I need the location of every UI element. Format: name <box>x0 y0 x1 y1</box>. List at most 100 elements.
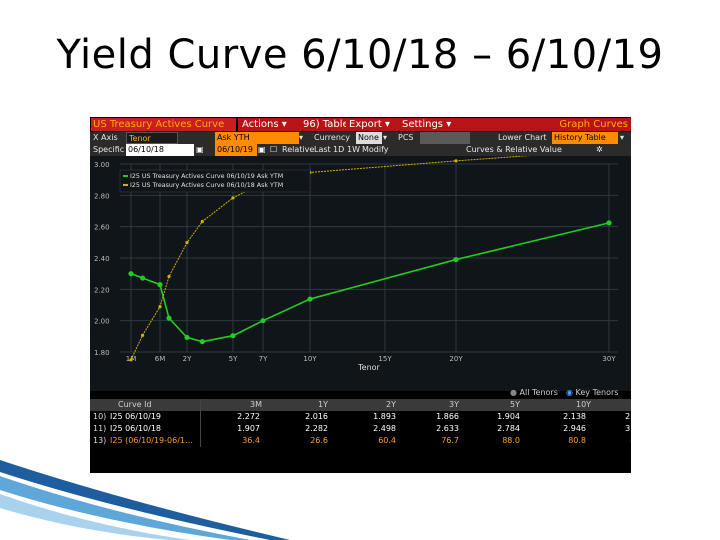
row-curve-id: I25 06/10/19 <box>110 412 162 421</box>
y-axis-arrow[interactable]: ▾ <box>299 133 304 142</box>
row-value: 88.0 <box>502 436 520 445</box>
currency-select[interactable]: None <box>356 132 382 144</box>
calendar2-icon[interactable]: ▣ <box>258 145 266 154</box>
data-point <box>140 275 146 281</box>
data-point <box>230 333 236 339</box>
row-value: 2.624 <box>625 412 631 421</box>
row-value: 2.138 <box>563 412 586 421</box>
row-value: 2.282 <box>305 424 328 433</box>
x-axis-select[interactable]: Tenor <box>126 132 178 144</box>
data-point <box>166 315 172 321</box>
lower-chart-arrow[interactable]: ▾ <box>620 133 625 142</box>
row-value: 1.907 <box>237 424 260 433</box>
actions-menu[interactable]: Actions ▾ <box>238 118 300 131</box>
data-point <box>199 339 205 345</box>
data-point <box>129 358 133 362</box>
pcs-label: PCS <box>398 133 414 142</box>
currency-arrow[interactable]: ▾ <box>383 133 388 142</box>
data-point <box>167 274 171 279</box>
curve-title: US Treasury Actives Curve <box>91 118 236 131</box>
date-controls-row: Specific 06/10/18 ▣ 06/10/19 ▣ ☐ Relativ… <box>90 144 631 156</box>
table-row[interactable]: 13) I25 (06/10/19-06/1… 36.4 26.6 60.4 76.7 88… <box>90 435 631 447</box>
column-header[interactable]: 3Y <box>449 400 459 409</box>
period-1w[interactable]: 1W <box>347 145 360 154</box>
row-value: 80.8 <box>568 436 586 445</box>
data-point <box>606 220 612 226</box>
date2-input[interactable]: 06/10/19 <box>215 144 257 156</box>
date1-input[interactable]: 06/10/18 <box>126 144 194 156</box>
modify-button[interactable]: Modify <box>362 145 389 154</box>
x-tick-label: 10Y <box>303 355 317 363</box>
lower-chart-select[interactable]: History Table <box>552 132 618 144</box>
export-menu[interactable]: Export ▾ <box>346 118 399 131</box>
row-value: 2.498 <box>373 424 396 433</box>
y-tick-label: 2.80 <box>94 192 110 200</box>
column-header[interactable]: 5Y <box>510 400 520 409</box>
data-point <box>128 271 134 277</box>
table-row[interactable]: 10) I25 06/10/19 2.272 2.016 1.893 1.866 1.904… <box>90 411 631 423</box>
table-menu[interactable]: 96) Table <box>300 118 349 131</box>
column-header[interactable]: 1Y <box>318 400 328 409</box>
data-point <box>157 282 163 288</box>
data-point <box>454 159 458 163</box>
data-point <box>200 219 204 224</box>
x-tick-label: 30Y <box>602 355 616 363</box>
row-value: 46.5 <box>608 435 631 447</box>
currency-label: Currency <box>314 133 351 142</box>
column-header[interactable]: 3M <box>250 400 262 409</box>
row-value: 1.904 <box>497 412 520 421</box>
slide-title: Yield Curve 6/10/18 – 6/10/19 <box>56 32 664 78</box>
gear-icon[interactable]: ✲ <box>596 145 603 154</box>
key-tenors-option[interactable]: ◉ Key Tenors <box>566 388 619 397</box>
row-value: 2.272 <box>237 412 260 421</box>
row-value: 60.4 <box>378 436 396 445</box>
data-point <box>158 304 162 309</box>
row-value: 36.4 <box>242 436 260 445</box>
row-curve-id: I25 06/10/18 <box>110 424 162 433</box>
y-tick-label: 3.00 <box>94 161 110 169</box>
pcs-input[interactable] <box>420 132 470 144</box>
period-last[interactable]: Last <box>314 145 331 154</box>
y-tick-label: 2.60 <box>94 224 110 232</box>
all-tenors-option[interactable]: ● All Tenors <box>510 388 558 397</box>
toolbar-filler <box>462 118 542 131</box>
x-axis-label: X Axis <box>93 133 118 142</box>
bloomberg-terminal: US Treasury Actives Curve Actions ▾ 96) … <box>90 117 631 473</box>
data-point <box>453 256 459 263</box>
y-tick-label: 2.00 <box>94 318 110 326</box>
legend-entry: I25 US Treasury Actives Curve 06/10/19 A… <box>130 173 283 180</box>
data-point <box>231 196 235 200</box>
table-divider <box>200 399 201 447</box>
calendar-icon[interactable]: ▣ <box>196 145 204 154</box>
y-axis-select[interactable]: Ask YTH <box>215 132 299 144</box>
graph-curves-label: Graph Curves <box>542 118 631 131</box>
row-value: 1.866 <box>436 412 459 421</box>
row-curve-id: I25 (06/10/19-06/1… <box>110 436 193 445</box>
specific-label: Specific <box>93 145 125 154</box>
x-tick-label: 20Y <box>449 355 463 363</box>
column-header[interactable]: 10Y <box>576 400 592 409</box>
row-index: 10) <box>93 412 107 421</box>
x-tick-label: 6M <box>155 355 166 363</box>
row-value: 1.893 <box>373 412 396 421</box>
y-tick-label: 1.80 <box>94 349 110 357</box>
data-point <box>184 334 190 341</box>
table-row[interactable]: 11) I25 06/10/18 1.907 2.282 2.498 2.633 2.784… <box>90 423 631 435</box>
row-value: 2.784 <box>497 424 520 433</box>
row-value: 3.090 <box>625 424 631 433</box>
row-value: 76.7 <box>441 436 459 445</box>
y-tick-label: 2.40 <box>94 255 110 263</box>
yield-curve-chart: 1.802.002.202.402.602.803.001M6M2Y5Y7Y10… <box>90 156 631 391</box>
column-header[interactable]: 2Y <box>386 400 396 409</box>
period-1d[interactable]: 1D <box>333 145 345 154</box>
data-point <box>307 296 313 302</box>
curves-relative-value[interactable]: Curves & Relative Value <box>466 145 562 154</box>
row-value: 26.6 <box>310 436 328 445</box>
relative-checkbox[interactable]: ☐ <box>270 145 278 154</box>
row-index: 13) <box>93 436 107 445</box>
settings-menu[interactable]: Settings ▾ <box>399 118 462 131</box>
column-header[interactable]: Curve Id <box>118 400 152 409</box>
table-header: Curve Id3M1Y2Y3Y5Y10Y30Y <box>90 399 631 411</box>
decorative-swoosh <box>0 460 290 540</box>
x-tick-label: 7Y <box>259 355 268 363</box>
